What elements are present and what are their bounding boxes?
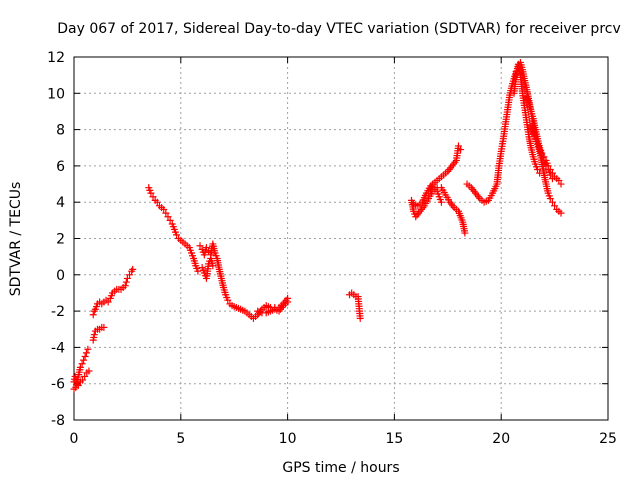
y-tick-label: -6 — [51, 377, 65, 393]
data-point — [224, 296, 232, 304]
y-tick-label: -4 — [51, 340, 65, 356]
data-point — [437, 198, 445, 206]
y-axis-label: SDTVAR / TECUs — [8, 182, 24, 297]
data-point — [89, 311, 97, 319]
y-tick-label: -8 — [51, 413, 65, 429]
data-point — [202, 244, 210, 252]
data-point — [90, 331, 98, 339]
data-point — [78, 360, 86, 368]
data-point — [74, 382, 82, 390]
data-point — [71, 372, 79, 380]
data-point — [147, 189, 155, 197]
data-point — [153, 198, 161, 206]
data-point — [122, 278, 130, 286]
data-point — [546, 195, 554, 203]
data-point — [429, 180, 437, 188]
x-tick-label: 20 — [492, 431, 510, 447]
data-point — [356, 314, 364, 322]
x-tick-label: 25 — [599, 431, 617, 447]
data-point — [81, 372, 89, 380]
data-point — [126, 271, 134, 279]
data-point — [100, 323, 108, 331]
data-point — [121, 282, 129, 290]
data-point — [123, 274, 131, 282]
data-point — [461, 229, 469, 237]
data-point — [425, 189, 433, 197]
data-point — [557, 180, 565, 188]
y-tick-label: 0 — [56, 268, 65, 284]
data-point — [548, 198, 556, 206]
y-tick-label: 4 — [56, 195, 65, 211]
data-point — [551, 202, 559, 210]
data-point — [196, 242, 204, 250]
data-point — [548, 175, 556, 183]
data-point — [76, 363, 84, 371]
data-point — [160, 205, 168, 213]
x-tick-label: 10 — [279, 431, 297, 447]
data-point — [194, 267, 202, 275]
data-point — [79, 376, 87, 384]
data-point — [162, 209, 170, 217]
data-point — [173, 231, 181, 239]
data-point — [542, 162, 550, 170]
y-tick-label: 8 — [56, 123, 65, 139]
y-tick-labels: -8 -6 -4 -2 0 2 4 6 8 10 12 — [47, 50, 65, 429]
data-point — [457, 146, 465, 154]
data-point — [166, 216, 174, 224]
data-point — [534, 166, 542, 174]
data-point — [536, 169, 544, 177]
chart-title: Day 067 of 2017, Sidereal Day-to-day VTE… — [57, 21, 621, 37]
y-tick-label: 10 — [47, 86, 65, 102]
data-point — [284, 298, 292, 306]
data-point — [555, 176, 563, 184]
y-tick-label: 2 — [56, 232, 65, 248]
data-point — [546, 171, 554, 179]
x-axis-label: GPS time / hours — [282, 460, 399, 476]
grid — [74, 57, 608, 420]
data-point — [209, 262, 217, 270]
data-point — [454, 142, 462, 150]
data-point — [431, 184, 439, 192]
y-tick-label: -2 — [51, 304, 65, 320]
data-point — [82, 349, 90, 357]
data-point — [104, 298, 112, 306]
x-tick-label: 0 — [70, 431, 79, 447]
x-tick-label: 5 — [176, 431, 185, 447]
data-point — [85, 367, 93, 375]
x-tick-labels: 0 5 10 15 20 25 — [70, 431, 617, 447]
data-point — [129, 265, 137, 273]
data-point — [149, 193, 157, 201]
y-tick-label: 12 — [47, 50, 65, 66]
y-tick-label: 6 — [56, 159, 65, 175]
x-tick-label: 15 — [385, 431, 403, 447]
data-point — [557, 209, 565, 217]
data-point — [81, 352, 89, 360]
data-point — [164, 213, 172, 221]
data-point — [80, 356, 88, 364]
data-point — [84, 345, 92, 353]
data-points — [70, 58, 565, 393]
